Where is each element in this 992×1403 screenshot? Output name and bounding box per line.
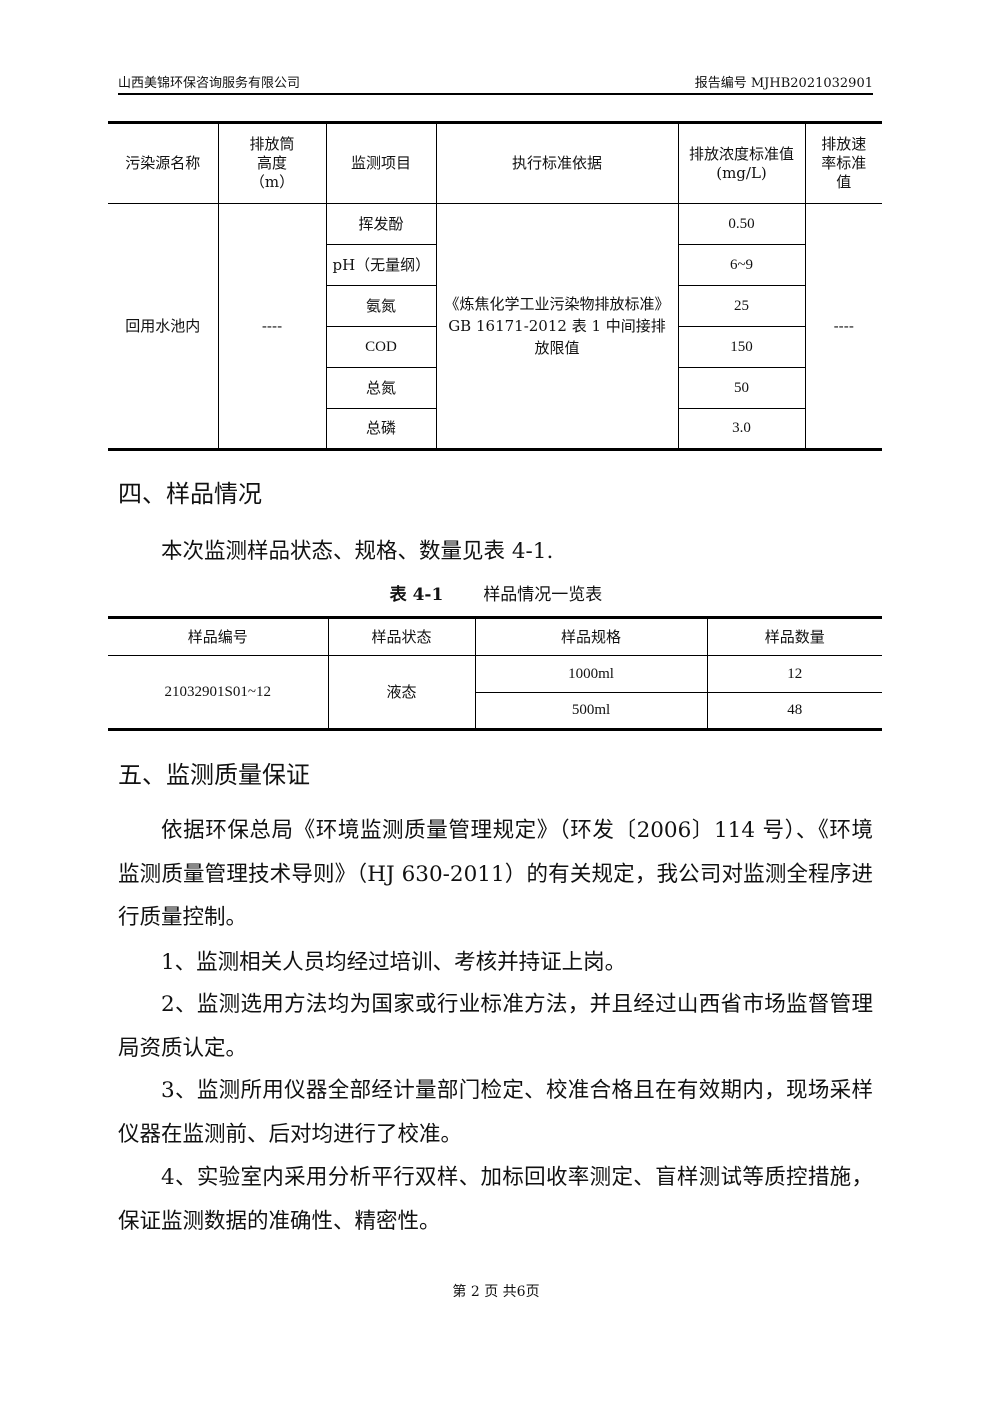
header-cell: 样品规格 [474,616,708,656]
table-header-row: 污染源名称 排放筒高度（m） 监测项目 执行标准依据 排放浓度标准值(mg/L)… [108,121,882,204]
report-number: 报告编号 MJHB2021032901 [694,76,873,91]
table-row: 总氮 50 [108,367,882,409]
value-cell: 6~9 [677,244,805,286]
caption-title: 样品情况一览表 [483,585,603,605]
rate-cell: ---- [804,203,882,451]
item-cell: 总氮 [326,367,437,409]
source-cell: 回用水池内 [108,203,219,451]
table-row: pH（无量纲） 6~9 [108,244,882,286]
state-cell: 液态 [327,655,476,731]
table-row: 500ml 48 [108,692,882,731]
table-header-row: 样品编号 样品状态 样品规格 样品数量 [108,616,882,656]
table-row: 回用水池内 ---- 挥发酚 《炼焦化学工业污染物排放标准》GB 16171-2… [108,203,882,451]
section-4-intro: 本次监测样品状态、规格、数量见表 4-1. [161,539,554,564]
paragraph: 3、监测所用仪器全部经计量部门检定、校准合格且在有效期内，现场采样仪器在监测前、… [118,1078,873,1147]
paragraph: 依据环保总局《环境监测质量管理规定》（环发〔2006〕114 号）、《环境监测质… [118,818,873,930]
header-cell: 样品编号 [108,616,329,656]
header-cell: 污染源名称 [108,121,219,204]
spec-cell: 1000ml [474,655,708,693]
table-row: 总磷 3.0 [108,408,882,451]
value-cell: 0.50 [677,203,806,245]
header-divider [118,93,873,95]
section-4-title: 四、样品情况 [118,480,262,508]
item-cell: 挥发酚 [325,203,437,245]
sample-table: 样品编号 样品状态 样品规格 样品数量 21032901S01~12 液态 10… [108,616,882,731]
qty-cell: 12 [706,655,882,693]
paragraph: 4、实验室内采用分析平行双样、加标回收率测定、盲样测试等质控措施，保证监测数据的… [118,1165,873,1234]
header-cell: 排放筒高度（m） [217,121,327,204]
sample-id-cell: 21032901S01~12 [108,655,329,731]
header-cell: 排放速率标准值 [804,121,882,204]
header-cell: 排放浓度标准值(mg/L) [677,121,806,204]
item-cell: COD [326,326,437,368]
standard-cell: 《炼焦化学工业污染物排放标准》GB 16171-2012 表 1 中间接排放限值 [435,203,679,451]
height-cell: ---- [217,203,327,451]
value-cell: 50 [677,367,805,409]
caption-number: 表 4-1 [389,585,444,605]
page-number: 第 2 页 共6页 [452,1284,540,1300]
header-cell: 执行标准依据 [435,121,679,204]
item-cell: 总磷 [326,408,437,451]
table-row: 21032901S01~12 液态 1000ml 12 [108,655,882,731]
qty-cell: 48 [706,692,882,731]
item-cell: 氨氮 [326,285,437,327]
table-caption: 表 4-1 样品情况一览表 [0,580,992,605]
spec-cell: 500ml [475,692,708,731]
header-cell: 监测项目 [325,121,437,204]
item-cell: pH（无量纲） [326,244,437,286]
company-name: 山西美锦环保咨询服务有限公司 [118,76,301,91]
section-5-title: 五、监测质量保证 [118,761,310,789]
header-cell: 样品数量 [706,616,882,656]
emission-standard-table: 污染源名称 排放筒高度（m） 监测项目 执行标准依据 排放浓度标准值(mg/L)… [108,121,882,451]
value-cell: 3.0 [677,408,805,451]
paragraph: 1、监测相关人员均经过培训、考核并持证上岗。 [161,950,627,975]
header-cell: 样品状态 [327,616,476,656]
value-cell: 25 [677,285,805,327]
paragraph: 2、监测选用方法均为国家或行业标准方法，并且经过山西省市场监督管理局资质认定。 [118,992,873,1061]
value-cell: 150 [677,326,805,368]
